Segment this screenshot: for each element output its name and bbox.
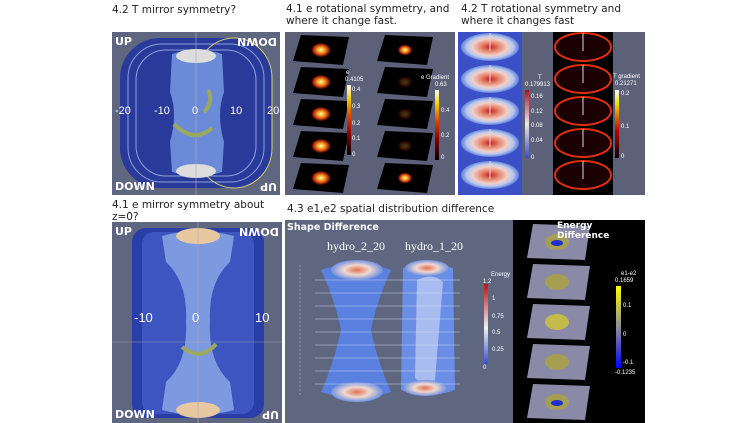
grad-legend-tick: 0.4 [441,108,450,114]
grad-legend-max: 0.21271 [615,81,637,87]
title-e-diff: 4.3 e1,e2 spatial distribution differenc… [287,203,495,215]
up-flipped-label: UP [262,408,279,421]
grad-legend-tick: 0.2 [621,91,630,97]
grad-legend-tick: 0.2 [441,133,450,139]
energy-legend-tick: 0.25 [492,347,504,353]
diff-spot [551,400,563,406]
grad-legend-tick: 0.1 [621,124,630,130]
down-flipped-label: DOWN [239,225,279,238]
diff-legend-min: -0.1235 [615,370,636,376]
energy-legend-tick: 0.75 [492,314,504,320]
t-legend-tick: 0 [531,155,535,161]
tick: -10 [134,310,153,325]
title-e-rot: 4.1 e rotational symmetry, and where it … [286,3,450,27]
diff-spot [545,274,569,290]
hotspot [397,108,413,120]
t-legend-max: 0.179913 [525,82,551,88]
down-label: DOWN [115,180,155,193]
tick: -10 [154,105,170,117]
grad-legend-title: e Gradient [421,75,450,81]
up-flipped-label: UP [260,180,277,193]
down-label: DOWN [115,408,155,421]
hotspot [397,44,413,56]
e-rot-image: e 0.4105 0.4 0.3 0.2 0.1 0 e Gradient 0.… [285,32,455,195]
series-b-label: hydro_1_20 [405,239,463,253]
title-t-mirror: 4.2 T mirror symmetry? [112,4,237,16]
diff-legend-tick: -0.1 [623,360,634,366]
up-label: UP [115,225,132,238]
up-label: UP [115,35,132,48]
diff-spot [551,240,563,246]
e-legend-tick: 0.1 [352,136,361,142]
e-legend-title: e [346,70,350,76]
hotspot [397,140,413,152]
diff-legend-tick: 0.1 [623,303,632,309]
e-legend-tick: 0.2 [352,121,361,127]
e-legend-tick: 0.4 [352,87,361,93]
hotspot [310,138,332,154]
title-t-rot: 4.2 T rotational symmetry and where it c… [461,3,621,27]
t-legend-title: T [538,75,542,81]
hotspot [397,76,413,88]
energy-legend-tick: 1 [492,296,496,302]
t-legend-tick: 0.12 [531,109,543,115]
tick: 10 [255,310,270,325]
t-legend-tick: 0.08 [531,123,543,129]
tick: 0 [192,105,199,117]
e-mirror-image: UP DOWN DOWN UP -10 0 10 [112,222,282,423]
hotspot [310,74,332,90]
diff-legend-tick: 0 [623,332,627,338]
diff-spot [545,354,569,370]
t-legend-tick: 0.04 [531,138,543,144]
e-legend-tick: 0.3 [352,104,361,110]
title-e-mirror: 4.1 e mirror symmetry about z=0? [112,199,265,223]
hotspot [397,172,413,184]
diff-spot [545,314,569,330]
tick: 10 [230,105,243,117]
e-diff-image: Shape Difference hydro_2_20 hydro_1_20 E… [285,220,645,423]
energy-difference-title: Energy Difference [557,221,610,241]
tick: 20 [267,105,280,117]
t-mirror-image: UP DOWN DOWN UP -20 -10 0 10 20 [112,32,280,195]
hotspot [310,42,332,58]
hotspot [310,106,332,122]
energy-legend-tick: 0 [483,365,487,371]
series-a-label: hydro_2_20 [327,239,385,253]
hotspot [310,170,332,186]
t-rot-image: T 0.179913 0.16 0.12 0.08 0.04 0 T gradi… [458,32,645,195]
t-legend-tick: 0.16 [531,94,543,100]
grad-legend-title: T gradient [613,74,640,80]
energy-legend-title: Energy [491,272,511,278]
tick: -20 [115,105,131,117]
down-flipped-label: DOWN [237,35,277,48]
grad-legend-max: 0.63 [435,82,447,88]
energy-legend-tick: 1.2 [483,279,492,285]
diff-legend-max: 0.1659 [615,278,634,284]
grad-legend-tick: 0 [441,155,445,161]
tick: 0 [192,310,200,325]
e-legend-max: 0.4105 [345,77,364,83]
grad-legend-tick: 0 [621,154,625,160]
diff-legend-title: e1-e2 [621,271,637,277]
e-legend-tick: 0 [352,152,356,158]
energy-legend-tick: 0.5 [492,330,501,336]
shape-difference-title: Shape Difference [287,222,379,233]
